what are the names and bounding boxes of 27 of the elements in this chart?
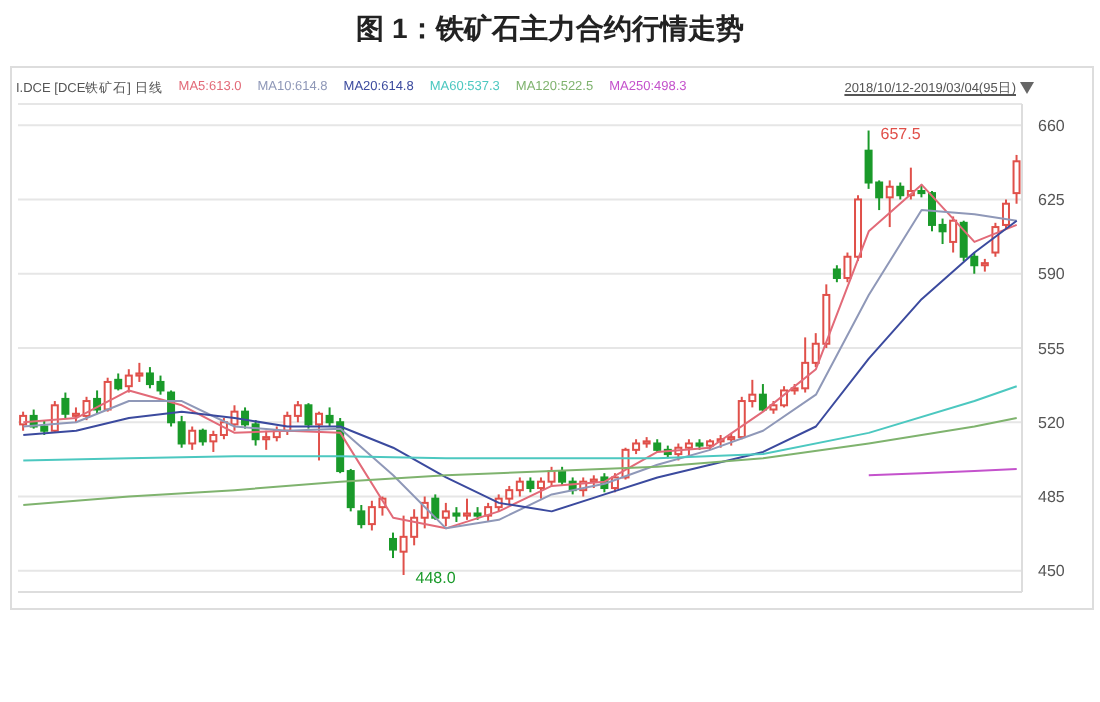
annotation: 657.5 <box>880 124 922 143</box>
candlestick <box>19 410 28 432</box>
candlestick <box>304 402 313 430</box>
candlestick <box>1001 198 1010 231</box>
y-tick-label: 590 <box>1038 265 1066 284</box>
candlestick <box>885 179 894 229</box>
candlestick <box>441 501 450 528</box>
candlestick <box>61 391 70 420</box>
chart-title: 图 1：铁矿石主力合约行情走势 <box>354 12 746 48</box>
y-tick-label: 485 <box>1038 488 1066 507</box>
candlestick <box>357 504 366 530</box>
candlestick <box>315 410 324 462</box>
candlestick <box>389 531 398 560</box>
y-tick-label: 450 <box>1038 562 1066 581</box>
candlestick <box>949 215 958 254</box>
candlestick <box>1012 153 1021 205</box>
candlestick <box>431 493 440 521</box>
candlestick <box>758 383 767 413</box>
candlestick <box>462 497 471 521</box>
annotation: 448.0 <box>415 569 457 588</box>
line-series <box>22 417 1018 507</box>
line-series <box>22 385 1018 462</box>
y-tick-label: 520 <box>1038 413 1066 432</box>
y-tick-label: 625 <box>1038 191 1066 210</box>
candlestick <box>188 425 197 451</box>
y-tick-label: 555 <box>1038 339 1066 358</box>
y-tick-label: 660 <box>1038 116 1066 135</box>
